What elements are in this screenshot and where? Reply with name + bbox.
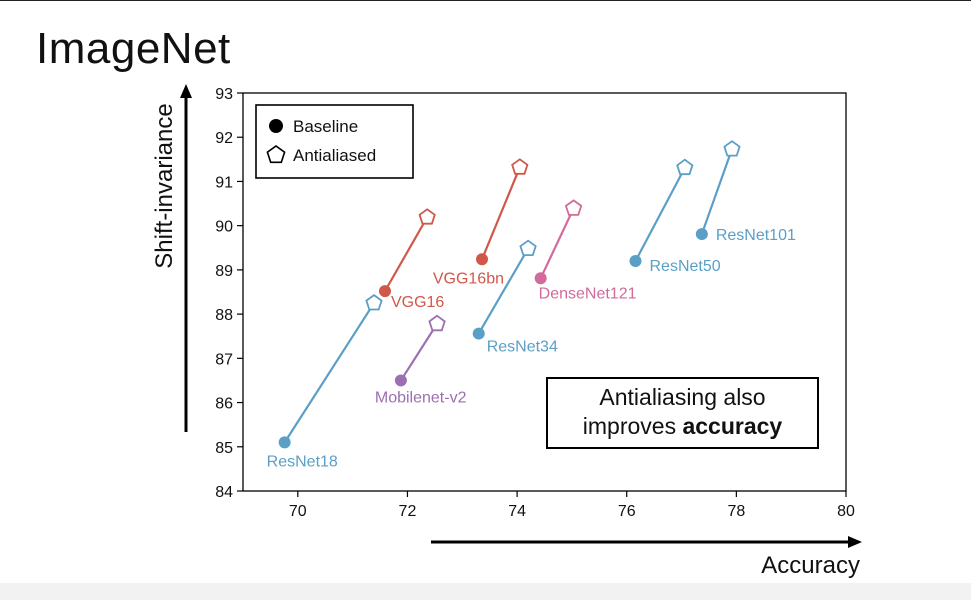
series-label-resnet34: ResNet34	[487, 339, 558, 356]
plot-frame	[242, 92, 847, 492]
baseline-point-resnet101	[695, 228, 708, 241]
bottom-strip	[0, 583, 971, 600]
antialiased-point-resnet101	[723, 140, 741, 157]
y-tick-label: 88	[215, 307, 233, 324]
series-line-resnet18	[283, 302, 375, 443]
antialiased-point-mobilenet-v2	[428, 314, 446, 332]
baseline-point-resnet18	[278, 436, 291, 449]
ticks: 84 85 86 87 88 89 90 91 92 93 70 72 74 76 78 80	[215, 86, 855, 520]
series-line-resnet34	[477, 248, 530, 335]
annotation-box: Antialiasing also improves accuracy	[546, 377, 819, 449]
series-label-resnet18: ResNet18	[267, 453, 338, 470]
baseline-point-vgg16bn	[476, 253, 489, 266]
y-axis-title: Shift-invariance	[151, 103, 178, 268]
series-label-densenet121: DenseNet121	[539, 285, 637, 302]
antialiased-point-resnet18	[365, 293, 383, 311]
marks	[278, 140, 741, 449]
x-tick-label: 78	[727, 503, 745, 520]
baseline-point-resnet50	[629, 255, 642, 268]
antialiased-point-resnet34	[519, 239, 537, 257]
annotation-bold-text: accuracy	[682, 413, 783, 439]
y-tick-label: 93	[215, 86, 233, 103]
slide-title: ImageNet	[36, 24, 231, 73]
baseline-point-vgg16	[378, 285, 391, 298]
series-line-vgg16bn	[480, 166, 521, 260]
legend-antialiased-marker	[266, 145, 286, 164]
y-tick-label: 89	[215, 263, 233, 280]
y-tick-label: 85	[215, 440, 233, 457]
x-axis-arrow	[431, 536, 862, 548]
legend-baseline-marker	[269, 119, 283, 133]
y-tick-label: 87	[215, 351, 233, 368]
y-tick-label: 91	[215, 174, 233, 191]
labels: ResNet18 VGG16 VGG16bn Mobilenet-v2 ResNet34…	[267, 227, 796, 470]
x-tick-label: 72	[399, 503, 417, 520]
x-axis-title: Accuracy	[761, 552, 860, 579]
legend-baseline-label: Baseline	[293, 117, 358, 136]
x-tick-label: 80	[837, 503, 855, 520]
antialiased-point-resnet50	[676, 158, 694, 176]
top-rule	[0, 0, 971, 1]
x-tick-label: 76	[618, 503, 636, 520]
y-tick-label: 86	[215, 396, 233, 413]
series-label-resnet101: ResNet101	[716, 227, 796, 244]
baseline-point-mobilenet-v2	[394, 374, 407, 387]
antialiased-point-densenet121	[564, 199, 583, 216]
legend-box	[255, 104, 414, 179]
baseline-point-densenet121	[534, 272, 547, 285]
y-tick-label: 90	[215, 219, 233, 236]
series-label-mobilenet-v2: Mobilenet-v2	[375, 389, 467, 406]
series-line-vgg16	[384, 216, 429, 292]
series-line-mobilenet-v2	[399, 323, 438, 382]
x-tick-label: 70	[289, 503, 307, 520]
baseline-point-resnet34	[472, 327, 485, 340]
annotation-line-1: Antialiasing also	[599, 384, 766, 410]
y-axis-arrow	[180, 84, 192, 432]
legend: Baseline Antialiased	[255, 104, 414, 179]
antialiased-point-vgg16bn	[511, 158, 529, 175]
annotation-line-2-text: improves	[582, 413, 683, 439]
series-line-resnet101	[700, 148, 734, 235]
annotation-line-2: improves accuracy	[548, 412, 817, 441]
series-label-vgg16bn: VGG16bn	[433, 270, 504, 287]
series-label-resnet50: ResNet50	[649, 258, 720, 275]
series-label-vgg16: VGG16	[391, 294, 444, 311]
y-tick-label: 84	[215, 484, 233, 501]
antialiased-point-vgg16	[418, 208, 436, 225]
series-line-densenet121	[539, 207, 575, 279]
x-tick-label: 74	[508, 503, 526, 520]
legend-antialiased-label: Antialiased	[293, 146, 376, 165]
series-line-resnet50	[634, 167, 686, 262]
y-tick-label: 92	[215, 130, 233, 147]
